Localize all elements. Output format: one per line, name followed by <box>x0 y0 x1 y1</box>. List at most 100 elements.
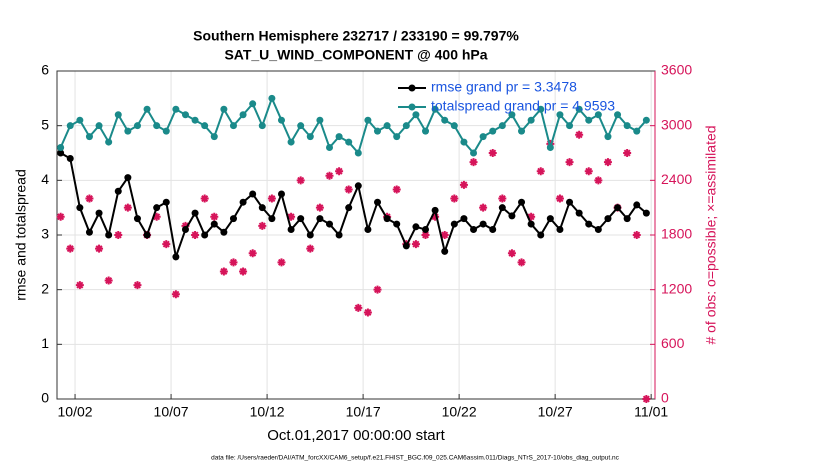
obs-marker <box>584 167 593 176</box>
series-marker <box>220 228 228 236</box>
series-marker <box>450 122 458 130</box>
series-marker <box>498 122 506 130</box>
series-marker <box>133 122 141 130</box>
series-marker <box>181 111 189 119</box>
x-tick-label: 10/02 <box>58 404 93 420</box>
series-marker <box>556 111 564 119</box>
series-marker <box>66 154 74 162</box>
obs-marker <box>287 212 296 221</box>
obs-marker <box>479 203 488 212</box>
series-marker <box>566 122 574 130</box>
obs-marker <box>296 176 305 185</box>
series-marker <box>537 231 545 239</box>
series-marker <box>585 220 593 228</box>
series-marker <box>239 198 247 206</box>
obs-marker <box>536 167 545 176</box>
series-marker <box>460 138 468 146</box>
obs-marker <box>123 203 132 212</box>
obs-marker <box>191 231 200 239</box>
x-tick-label: 11/01 <box>634 404 668 420</box>
series-marker <box>556 226 564 234</box>
series-marker <box>633 201 641 209</box>
series-marker <box>162 127 170 135</box>
series-marker <box>633 127 641 135</box>
series-marker <box>508 111 516 119</box>
series-marker <box>604 215 612 223</box>
y-tick-label: 4 <box>41 171 49 187</box>
y2-tick-label: 2400 <box>661 171 692 187</box>
y2-tick-label: 1800 <box>661 226 692 242</box>
obs-marker <box>248 249 257 258</box>
obs-marker <box>565 158 574 167</box>
series-marker <box>229 215 237 223</box>
obs-marker <box>181 221 190 230</box>
chart-title: Southern Hemisphere 232717 / 233190 = 99… <box>193 28 519 44</box>
series-marker <box>114 111 122 119</box>
y-tick-label: 2 <box>41 280 49 296</box>
x-axis-label: Oct.01,2017 00:00:00 start <box>267 427 445 444</box>
series-marker <box>575 105 583 113</box>
y-tick-label: 6 <box>41 62 49 78</box>
series-marker <box>297 215 305 223</box>
series-marker <box>181 226 189 234</box>
series-marker <box>191 209 199 217</box>
y2-tick-label: 1200 <box>661 280 692 296</box>
obs-marker <box>56 212 65 221</box>
obs-marker <box>114 231 123 239</box>
x-tick-label: 10/12 <box>250 404 285 420</box>
series-marker <box>277 116 285 124</box>
series-marker <box>114 187 122 195</box>
series-marker <box>297 122 305 130</box>
series-marker <box>546 144 554 152</box>
obs-marker <box>66 244 75 253</box>
x-tick-label: 10/17 <box>346 404 381 420</box>
obs-marker <box>527 212 536 221</box>
series-marker <box>374 127 382 135</box>
legend-label: rmse grand pr = 3.3478 <box>431 79 577 95</box>
series-marker <box>124 174 132 182</box>
series-marker <box>268 94 276 102</box>
obs-marker <box>277 258 286 267</box>
obs-marker <box>171 290 180 299</box>
series-marker <box>585 116 593 124</box>
series-marker <box>594 226 602 234</box>
series-marker <box>57 149 65 157</box>
series-marker <box>354 149 362 157</box>
series-marker <box>642 209 650 217</box>
series-marker <box>57 144 65 152</box>
obs-marker <box>459 180 468 189</box>
obs-marker <box>431 212 440 221</box>
obs-marker <box>594 176 603 185</box>
y-axis-label: rmse and totalspread <box>13 169 29 301</box>
series-marker <box>431 105 439 113</box>
series-marker <box>85 228 93 236</box>
series-marker <box>614 204 622 212</box>
obs-marker <box>498 194 507 203</box>
series-marker <box>479 133 487 141</box>
series-marker <box>325 220 333 228</box>
series-marker <box>594 111 602 119</box>
series-marker <box>460 215 468 223</box>
obs-marker <box>642 395 651 403</box>
series-marker <box>412 111 420 119</box>
obs-marker <box>162 240 171 249</box>
x-tick-label: 10/27 <box>538 404 573 420</box>
series-marker <box>546 215 554 223</box>
series-marker <box>441 247 449 255</box>
obs-marker <box>575 130 584 139</box>
obs-marker <box>133 281 142 290</box>
obs-marker <box>411 240 420 249</box>
series-marker <box>489 226 497 234</box>
series-marker <box>527 116 535 124</box>
series-marker <box>450 220 458 228</box>
obs-marker <box>95 244 104 253</box>
obs-marker <box>267 194 276 203</box>
series-marker <box>335 231 343 239</box>
obs-marker <box>104 276 113 285</box>
series-marker <box>431 206 439 214</box>
series-marker <box>402 242 410 250</box>
obs-marker <box>335 167 344 176</box>
y2-tick-label: 0 <box>661 390 669 406</box>
